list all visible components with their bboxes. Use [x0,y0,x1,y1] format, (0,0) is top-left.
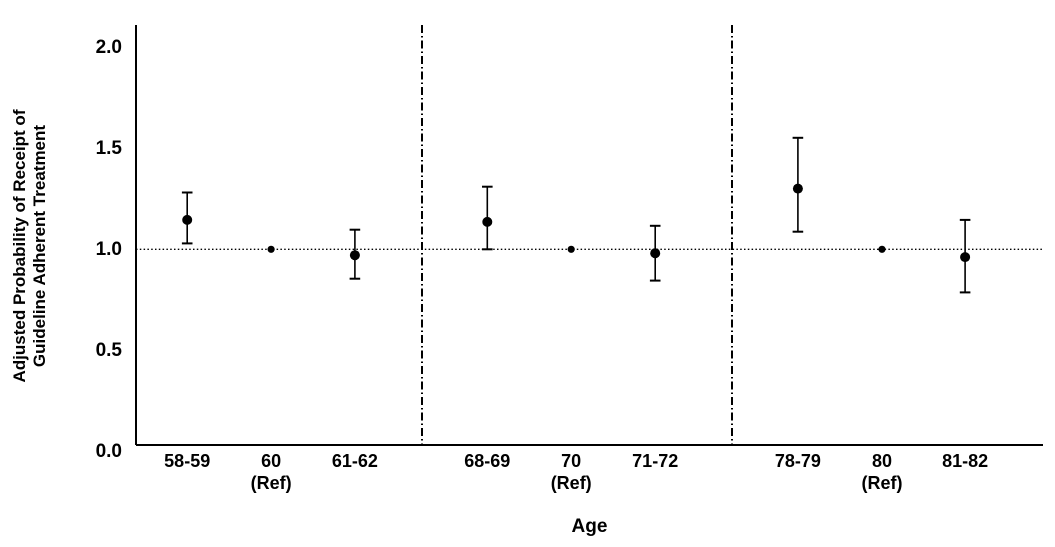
svg-text:71-72: 71-72 [632,451,678,471]
svg-text:78-79: 78-79 [775,451,821,471]
svg-text:81-82: 81-82 [942,451,988,471]
svg-text:68-69: 68-69 [464,451,510,471]
svg-text:0.0: 0.0 [96,441,122,462]
svg-text:(Ref): (Ref) [862,473,903,493]
svg-text:0.5: 0.5 [96,340,123,361]
svg-text:(Ref): (Ref) [551,473,592,493]
svg-text:1.0: 1.0 [96,239,122,260]
svg-text:(Ref): (Ref) [251,473,292,493]
svg-text:2.0: 2.0 [96,37,122,58]
svg-text:60: 60 [261,451,281,471]
svg-text:80: 80 [872,451,892,471]
svg-text:1.5: 1.5 [96,138,123,159]
svg-text:61-62: 61-62 [332,451,378,471]
svg-text:58-59: 58-59 [164,451,210,471]
svg-text:70: 70 [561,451,581,471]
